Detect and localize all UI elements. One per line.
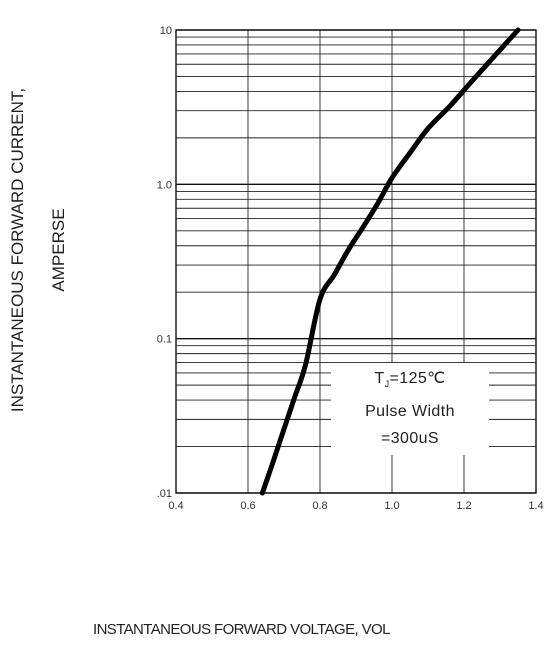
x-tick-label: 1.0 bbox=[384, 500, 399, 512]
y-tick-labels: .01 0.1 1.0 10 bbox=[157, 25, 172, 500]
y-tick-label: 10 bbox=[160, 25, 172, 37]
x-tick-label: 0.4 bbox=[168, 500, 183, 512]
annotation-pulse-value: =300uS bbox=[380, 430, 439, 448]
y-axis-label-line2: AMPERSE bbox=[49, 208, 68, 292]
chart-series bbox=[259, 27, 521, 496]
y-tick-label: 1.0 bbox=[157, 179, 172, 191]
x-tick-label: 0.6 bbox=[240, 500, 255, 512]
series-line bbox=[259, 27, 521, 496]
annotation-pulse-width: Pulse Width bbox=[365, 403, 455, 421]
x-axis-label: INSTANTANEOUS FORWARD VOLTAGE, VOL bbox=[93, 621, 390, 638]
x-tick-label: 1.4 bbox=[528, 500, 543, 512]
y-tick-label: 0.1 bbox=[157, 334, 172, 346]
x-tick-labels: 0.4 0.6 0.8 1.0 1.2 1.4 bbox=[168, 500, 543, 512]
x-tick-label: 1.2 bbox=[456, 500, 471, 512]
plot-border bbox=[175, 29, 537, 494]
x-tick-label: 0.8 bbox=[312, 500, 327, 512]
y-tick-label: .01 bbox=[157, 488, 172, 500]
chart-frame bbox=[175, 29, 537, 494]
annotation-temperature: TJ=125℃ bbox=[374, 370, 446, 390]
y-axis-label-line1: INSTANTANEOUS FORWARD CURRENT, bbox=[8, 87, 27, 413]
chart-annotation: TJ=125℃ Pulse Width =300uS bbox=[331, 363, 489, 456]
